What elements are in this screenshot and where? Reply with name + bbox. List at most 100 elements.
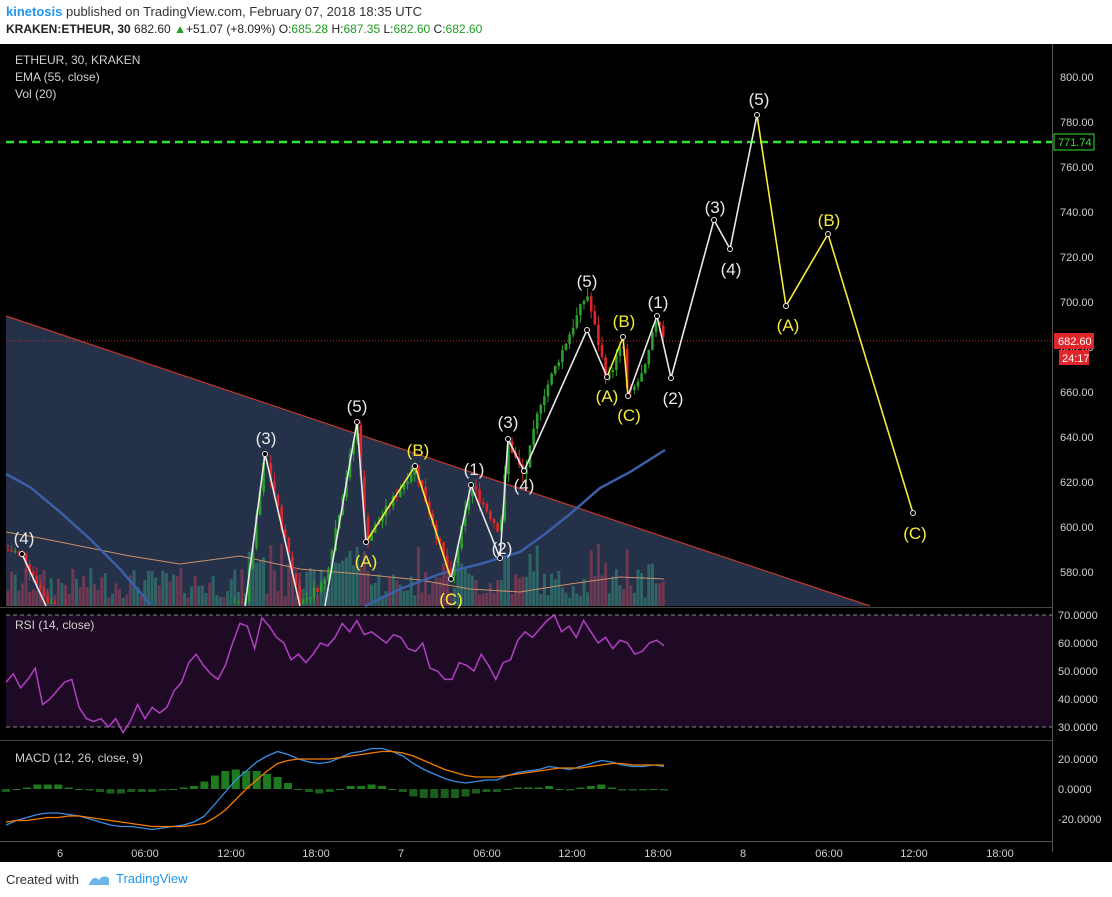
legend-ema[interactable]: EMA (55, close)	[15, 70, 100, 84]
volume-bar	[193, 575, 197, 606]
legend-rsi[interactable]: RSI (14, close)	[15, 618, 94, 632]
wave-label[interactable]: (5)	[749, 90, 770, 109]
wave-label[interactable]: (3)	[705, 198, 726, 217]
candle-body	[251, 547, 255, 569]
candle-body	[618, 346, 622, 356]
wave-label[interactable]: (4)	[514, 476, 535, 495]
wave-label[interactable]: (2)	[492, 539, 513, 558]
wave-point[interactable]	[910, 510, 916, 516]
wave-label[interactable]: (4)	[721, 260, 742, 279]
legend-symbol[interactable]: ETHEUR, 30, KRAKEN	[15, 53, 140, 67]
volume-bar	[13, 574, 17, 606]
rsi-axis[interactable]: 70.0000 60.0000 50.0000 40.0000 30.0000	[1058, 610, 1098, 734]
chart-area[interactable]: (4) (3) (5) (1) (2) (3) (4) (5) (1) (2) …	[0, 44, 1112, 862]
wave-label-yellow[interactable]: (B)	[818, 211, 841, 230]
wave-line[interactable]	[21, 553, 47, 607]
author-link[interactable]: kinetosis	[6, 4, 63, 19]
resistance-tag	[1053, 133, 1095, 151]
wave-label-yellow[interactable]: (A)	[596, 387, 619, 406]
wave-label[interactable]: (3)	[498, 413, 519, 432]
wave-point[interactable]	[625, 393, 631, 399]
candle-body	[298, 585, 301, 604]
low-value: 682.60	[393, 22, 431, 36]
legend-macd[interactable]: MACD (12, 26, close, 9)	[15, 751, 143, 765]
wave-line[interactable]	[627, 114, 758, 397]
volume-bar	[355, 547, 359, 606]
wave-point[interactable]	[505, 436, 511, 442]
tradingview-link[interactable]: TradingView	[88, 871, 188, 886]
wave-point[interactable]	[448, 576, 454, 582]
wave-label-yellow[interactable]: (B)	[613, 312, 636, 331]
signal-line[interactable]	[5, 750, 664, 828]
volume-bar	[485, 593, 489, 606]
volume-bar	[233, 569, 237, 606]
macd-pane[interactable]	[0, 742, 1052, 852]
macd-hist-bar	[461, 789, 470, 797]
wave-point[interactable]	[412, 463, 418, 469]
price-axis[interactable]: 800.00780.00760.00740.00720.00700.00680.…	[1060, 72, 1094, 579]
volume-bar	[607, 593, 611, 606]
wave-label-yellow[interactable]: (A)	[355, 552, 378, 571]
volume-bar	[258, 561, 262, 606]
wave-point[interactable]	[754, 112, 760, 118]
wave-point[interactable]	[727, 246, 733, 252]
wave-point[interactable]	[825, 231, 831, 237]
volume-bar	[431, 583, 435, 606]
volume-bar	[377, 574, 381, 606]
wave-point[interactable]	[668, 375, 674, 381]
volume-bar	[301, 588, 305, 606]
wave-point[interactable]	[19, 551, 25, 557]
rsi-line[interactable]	[5, 613, 665, 735]
volume-bar	[596, 544, 600, 606]
wave-label-yellow[interactable]: (A)	[777, 316, 800, 335]
wave-label[interactable]: (5)	[347, 397, 368, 416]
wave-point[interactable]	[497, 555, 503, 561]
wave-label-yellow[interactable]: (C)	[617, 406, 641, 425]
wave-label-yellow[interactable]: (B)	[407, 441, 430, 460]
candle-body	[550, 373, 553, 385]
wave-label[interactable]: (1)	[648, 293, 669, 312]
wave-point[interactable]	[620, 334, 626, 340]
wave-point[interactable]	[354, 419, 360, 425]
macd-line[interactable]	[5, 747, 665, 831]
volume-bar	[229, 579, 233, 606]
triangle-edge[interactable]	[5, 315, 871, 607]
wave-point[interactable]	[468, 482, 474, 488]
wave-line-yellow[interactable]	[756, 114, 914, 514]
price-chart[interactable]: (4) (3) (5) (1) (2) (3) (4) (5) (1) (2) …	[0, 44, 1112, 862]
volume-bar	[456, 545, 460, 606]
macd-tick-label: 20.0000	[1058, 754, 1098, 766]
candle-body	[417, 465, 420, 481]
candle-body	[287, 537, 291, 557]
candle-body	[553, 365, 557, 374]
wave-label[interactable]: (1)	[464, 460, 485, 479]
volume-bar	[10, 571, 14, 606]
time-axis[interactable]: 6 06:00 12:00 18:00 7 06:00 12:00 18:00 8 06:00 12…	[57, 848, 1014, 860]
legend-vol[interactable]: Vol (20)	[15, 87, 56, 101]
candle-body	[564, 343, 568, 350]
wave-point[interactable]	[783, 303, 789, 309]
macd-axis[interactable]: 20.0000 0.0000 -20.0000	[1058, 754, 1101, 826]
wave-point[interactable]	[363, 539, 369, 545]
macd-hist-bar	[440, 789, 449, 798]
wave-label[interactable]: (5)	[577, 272, 598, 291]
wave-label-yellow[interactable]: (C)	[903, 524, 927, 543]
wave-point[interactable]	[521, 468, 527, 474]
wave-point[interactable]	[654, 313, 660, 319]
candle-body	[352, 440, 355, 455]
candle-body	[651, 332, 654, 350]
wave-label[interactable]: (4)	[14, 529, 35, 548]
macd-hist-bar	[545, 786, 554, 789]
wave-label-yellow[interactable]: (C)	[439, 590, 463, 609]
wave-label[interactable]: (3)	[256, 429, 277, 448]
volume-bar	[470, 575, 474, 606]
volume-bar	[510, 594, 514, 606]
wave-point[interactable]	[262, 451, 268, 457]
wave-point[interactable]	[604, 374, 610, 380]
wave-label[interactable]: (2)	[663, 389, 684, 408]
wave-point[interactable]	[584, 327, 590, 333]
candle-body	[370, 532, 373, 541]
volume-bar	[280, 543, 284, 606]
volume-bar	[305, 571, 309, 606]
wave-point[interactable]	[711, 217, 717, 223]
